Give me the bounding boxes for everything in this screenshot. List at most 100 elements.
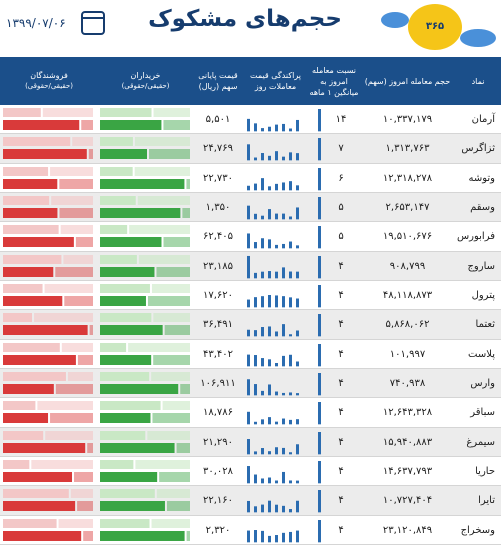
close-price: ۶۲,۴۰۵	[202, 231, 234, 243]
dispersion-bar	[275, 213, 278, 220]
decor	[81, 11, 496, 47]
close-price: ۳۰,۰۲۸	[202, 466, 234, 478]
dispersion-bar	[296, 184, 299, 190]
split-bar	[153, 313, 190, 323]
close-price: ۲۴,۷۶۹	[202, 143, 234, 155]
dispersion-bar	[261, 530, 264, 542]
table-row: حاریا ۱۴,۶۳۷,۷۹۳ ۴ ۳۰,۰۲۸	[0, 457, 501, 487]
split-bar	[100, 108, 152, 117]
count-bar	[50, 413, 93, 424]
volume: ۴۸,۱۱۸,۸۷۳	[382, 290, 433, 302]
dispersion-bar	[289, 241, 292, 249]
split-bar	[45, 430, 93, 440]
column-header: پراکندگی قیمت معاملات روز	[243, 57, 308, 105]
dispersion-bar	[254, 183, 257, 190]
split-bar	[100, 489, 155, 499]
split-bar	[153, 108, 190, 117]
split-bar	[100, 460, 134, 469]
column-header: خریداران (حقیقی/حقوقی)	[98, 57, 193, 105]
count-bar	[100, 501, 165, 512]
volume: ۷۴۰,۹۳۸	[389, 378, 426, 390]
dispersion-bar	[275, 245, 278, 249]
count-bar	[3, 266, 54, 277]
calendar-icon	[81, 11, 105, 35]
volume: ۱۰,۳۳۷,۱۷۹	[382, 114, 433, 126]
dispersion-bar	[268, 239, 271, 249]
ratio: ۴	[338, 466, 344, 478]
count-bar	[156, 266, 190, 277]
split-bar	[134, 137, 190, 147]
split-bar	[134, 166, 190, 176]
ratio: ۴	[338, 260, 344, 272]
dispersion-bar	[296, 119, 299, 132]
table-row: پلاست ۱۰۱,۹۹۷ ۴ ۴۳,۴۰۲	[0, 339, 501, 369]
dispersion-bar	[296, 443, 299, 454]
count-bar	[163, 120, 190, 130]
column-title: نسبت معامله امروز به میانگین ۱ ماهه	[309, 65, 359, 97]
dispersion-bar	[289, 354, 292, 366]
close-price: ۲۲,۱۶۰	[202, 495, 234, 507]
dispersion-bar	[282, 296, 285, 308]
dispersion-bar	[247, 354, 250, 366]
split-bar	[3, 225, 59, 235]
volume: ۱۴,۶۳۷,۷۹۳	[382, 466, 433, 478]
count-bar	[100, 384, 179, 394]
dispersion-bar	[275, 505, 278, 513]
symbol: سیمرغ	[466, 436, 495, 448]
count-bar	[180, 384, 190, 394]
close-price: ۴۳,۴۰۲	[202, 348, 234, 360]
dispersion-bar	[289, 451, 292, 454]
count-bar	[3, 354, 76, 365]
split-bar	[72, 137, 93, 147]
count-bar	[3, 120, 80, 130]
dispersion-bar	[247, 299, 250, 308]
count-bar	[89, 325, 93, 336]
symbol: سباقر	[470, 407, 495, 419]
dispersion-bar	[275, 480, 278, 484]
close-price: ۱۰۶,۹۱۱	[200, 378, 236, 390]
split-bar	[129, 225, 190, 235]
symbol: ثعتما	[475, 319, 495, 331]
count-bar	[3, 384, 54, 394]
dispersion-bar	[275, 183, 278, 190]
dispersion-bar	[247, 330, 250, 337]
volume: ۹۰۸,۷۹۹	[389, 260, 426, 272]
table-row: پترول ۴۸,۱۱۸,۸۷۳ ۴ ۱۷,۶۲۰	[0, 281, 501, 311]
date: ۱۳۹۹/۰۷/۰۶	[6, 16, 66, 30]
dispersion-bar	[261, 419, 264, 425]
split-bar	[34, 313, 93, 323]
split-bar	[3, 284, 43, 293]
count-bar	[3, 149, 87, 160]
dispersion-bar	[282, 532, 285, 542]
count-bar	[100, 442, 175, 453]
dispersion-bar	[268, 417, 271, 425]
dispersion-bar	[247, 233, 250, 249]
count-bar	[152, 413, 190, 424]
count-bar	[83, 530, 93, 541]
column-subtitle: (حقیقی/حقوقی)	[121, 82, 170, 90]
dispersion-bar	[275, 534, 278, 542]
dispersion-bar	[254, 213, 257, 220]
ratio: ۴	[338, 407, 344, 419]
dispersion-bar	[275, 124, 278, 132]
symbol: وسقم	[470, 202, 495, 214]
split-bar	[138, 254, 190, 264]
dispersion-bar	[254, 297, 257, 308]
dispersion-bar	[261, 128, 264, 132]
ratio: ۵	[338, 231, 344, 243]
dispersion-bar	[296, 361, 299, 366]
ratio: ۵	[338, 202, 344, 214]
count-bar	[59, 208, 93, 218]
split-bar	[3, 372, 66, 381]
split-bar	[61, 342, 93, 352]
count-bar	[3, 530, 82, 541]
count-bar	[186, 530, 190, 541]
cloud	[381, 12, 409, 28]
count-bar	[147, 296, 190, 306]
dispersion-bar	[296, 393, 299, 396]
split-bar	[3, 401, 36, 411]
table-row: وتوشه ۱۲,۳۱۸,۲۷۸ ۶ ۲۲,۷۳۰	[0, 163, 501, 193]
dispersion-bar	[254, 272, 257, 278]
logo: ۳۶۵ رهآورد	[408, 4, 462, 78]
count-bar	[3, 413, 49, 424]
